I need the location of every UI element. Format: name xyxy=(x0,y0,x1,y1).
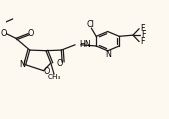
Text: N: N xyxy=(105,50,111,59)
Text: CH₃: CH₃ xyxy=(48,74,61,80)
Text: O: O xyxy=(28,29,34,37)
Text: F: F xyxy=(140,24,145,33)
Text: O: O xyxy=(56,59,62,67)
Text: O: O xyxy=(44,67,50,76)
Text: Cl: Cl xyxy=(87,20,94,29)
Text: F: F xyxy=(142,30,146,39)
Text: O: O xyxy=(0,29,7,37)
Text: HN: HN xyxy=(79,40,91,49)
Text: F: F xyxy=(140,37,145,46)
Text: N: N xyxy=(19,60,25,69)
